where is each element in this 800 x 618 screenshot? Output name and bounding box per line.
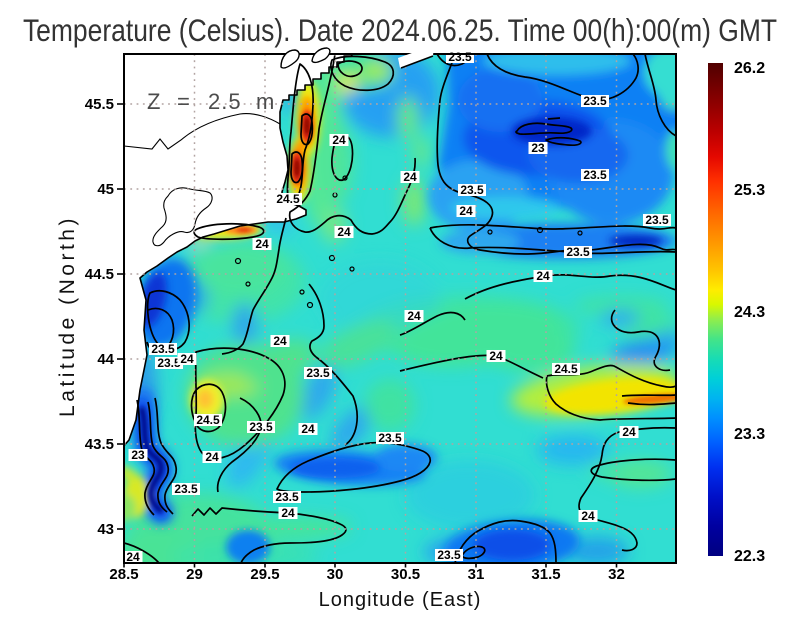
svg-text:24: 24 [622, 425, 636, 439]
svg-text:24: 24 [407, 309, 421, 323]
svg-text:24: 24 [332, 133, 346, 147]
svg-text:31: 31 [468, 566, 485, 583]
svg-text:24: 24 [180, 352, 194, 366]
svg-text:24: 24 [489, 349, 503, 363]
svg-text:23.5: 23.5 [583, 94, 607, 108]
svg-text:28.5: 28.5 [109, 566, 138, 583]
svg-text:22.3: 22.3 [734, 548, 765, 565]
svg-text:23.3: 23.3 [734, 426, 765, 443]
svg-text:23.5: 23.5 [645, 213, 669, 227]
svg-text:24: 24 [536, 269, 550, 283]
svg-text:30: 30 [327, 566, 344, 583]
svg-text:45: 45 [97, 181, 114, 198]
svg-text:24: 24 [301, 422, 315, 436]
svg-text:44: 44 [97, 351, 114, 368]
svg-text:23.5: 23.5 [275, 490, 299, 504]
svg-text:24: 24 [581, 509, 595, 523]
svg-text:23.5: 23.5 [151, 342, 175, 356]
svg-text:23.5: 23.5 [378, 431, 402, 445]
svg-text:24.3: 24.3 [734, 304, 765, 321]
svg-text:26.2: 26.2 [734, 60, 765, 77]
svg-text:24: 24 [459, 204, 473, 218]
svg-text:23.5: 23.5 [437, 548, 461, 562]
svg-text:45.5: 45.5 [85, 96, 114, 113]
svg-text:23.5: 23.5 [174, 482, 198, 496]
svg-text:24: 24 [273, 334, 287, 348]
svg-text:23: 23 [531, 141, 545, 155]
svg-text:23.5: 23.5 [306, 366, 330, 380]
svg-text:32: 32 [608, 566, 625, 583]
svg-text:24: 24 [281, 506, 295, 520]
svg-text:43: 43 [97, 521, 114, 538]
svg-text:23.5: 23.5 [249, 420, 273, 434]
svg-text:31.5: 31.5 [531, 566, 560, 583]
svg-text:24: 24 [205, 450, 219, 464]
svg-text:24: 24 [255, 237, 269, 251]
svg-text:23.5: 23.5 [157, 356, 181, 370]
svg-text:=: = [177, 89, 190, 114]
svg-text:23.5: 23.5 [460, 183, 484, 197]
svg-text:44.5: 44.5 [85, 266, 114, 283]
svg-text:23.5: 23.5 [583, 168, 607, 182]
svg-text:23.5: 23.5 [566, 245, 590, 259]
svg-text:24.5: 24.5 [276, 192, 300, 206]
svg-text:29: 29 [186, 566, 203, 583]
svg-text:Z: Z [147, 89, 160, 114]
svg-text:24: 24 [126, 550, 140, 564]
svg-text:24: 24 [337, 225, 351, 239]
svg-text:24.5: 24.5 [554, 362, 578, 376]
svg-text:m: m [256, 89, 274, 114]
svg-text:24.5: 24.5 [196, 413, 220, 427]
svg-text:24: 24 [403, 170, 417, 184]
svg-text:23.5: 23.5 [448, 50, 472, 64]
svg-text:25.3: 25.3 [734, 182, 765, 199]
svg-text:23: 23 [131, 448, 145, 462]
svg-text:Longitude (East): Longitude (East) [319, 589, 482, 611]
svg-text:Latitude (North): Latitude (North) [56, 215, 79, 417]
svg-text:Temperature (Celsius). Date 20: Temperature (Celsius). Date 2024.06.25. … [23, 14, 777, 49]
svg-text:43.5: 43.5 [85, 436, 114, 453]
svg-text:29.5: 29.5 [250, 566, 279, 583]
svg-text:30.5: 30.5 [391, 566, 420, 583]
svg-text:2.5: 2.5 [208, 89, 242, 114]
